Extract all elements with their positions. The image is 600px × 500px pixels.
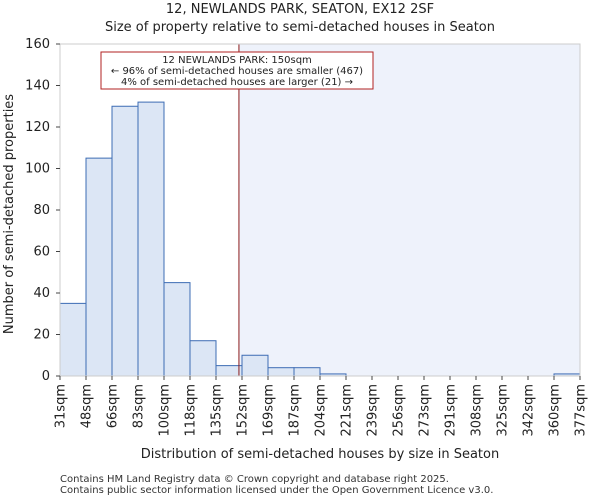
x-tick-label: 342sqm — [522, 384, 537, 437]
x-tick-label: 204sqm — [314, 384, 329, 437]
larger-properties-region — [238, 44, 581, 376]
bar-152sqm — [241, 354, 269, 377]
x-tick-label: 308sqm — [470, 384, 485, 437]
annotation-line-3: 4% of semi-detached houses are larger (2… — [121, 77, 353, 88]
x-tick-label: 239sqm — [366, 384, 381, 437]
y-axis: 0 20 40 60 80 100 120 140 160 — [25, 37, 60, 384]
x-axis: 31sqm 48sqm 66sqm 83sqm 100sqm 118sqm 135sqm 15… — [54, 376, 589, 437]
annotation-box: 12 NEWLANDS PARK: 150sqm ← 96% of semi-d… — [100, 51, 374, 90]
bar-83sqm — [137, 101, 165, 377]
x-tick-label: 31sqm — [54, 384, 69, 428]
y-tick-label: 20 — [33, 328, 50, 343]
x-tick-label: 377sqm — [574, 384, 589, 437]
bar-48sqm — [85, 157, 113, 377]
x-tick-label: 360sqm — [548, 384, 563, 437]
annotation-line-2: ← 96% of semi-detached houses are smalle… — [111, 66, 363, 77]
y-tick-label: 140 — [25, 79, 50, 94]
x-tick-label: 135sqm — [210, 384, 225, 437]
footer-line-1: Contains HM Land Registry data © Crown c… — [60, 474, 449, 485]
y-tick-label: 160 — [25, 37, 50, 52]
y-tick-label: 100 — [25, 162, 50, 177]
y-tick-label: 0 — [42, 369, 50, 384]
x-tick-label: 291sqm — [444, 384, 459, 437]
bar-169sqm — [267, 367, 295, 377]
annotation-line-1: 12 NEWLANDS PARK: 150sqm — [162, 55, 312, 66]
x-tick-label: 100sqm — [158, 384, 173, 437]
x-tick-label: 221sqm — [340, 384, 355, 437]
y-tick-label: 80 — [33, 203, 50, 218]
x-axis-label: Distribution of semi-detached houses by … — [141, 447, 499, 462]
x-tick-label: 118sqm — [184, 384, 199, 437]
annotation-border — [100, 51, 374, 90]
x-tick-label: 273sqm — [418, 384, 433, 437]
bars-group — [59, 101, 581, 377]
bar-31sqm — [59, 302, 87, 377]
x-tick-label: 152sqm — [236, 384, 251, 437]
x-tick-label: 48sqm — [80, 384, 95, 428]
x-tick-label: 66sqm — [106, 384, 121, 428]
y-axis-label: Number of semi-detached properties — [2, 94, 17, 334]
bar-187sqm — [293, 367, 321, 377]
chart-title: 12, NEWLANDS PARK, SEATON, EX12 2SF — [165, 2, 435, 17]
y-tick-label: 60 — [33, 245, 50, 260]
bar-66sqm — [111, 105, 139, 377]
bar-100sqm — [163, 282, 191, 377]
bar-118sqm — [189, 340, 217, 377]
x-tick-label: 325sqm — [496, 384, 511, 437]
x-tick-label: 83sqm — [132, 384, 147, 428]
x-tick-label: 169sqm — [262, 384, 277, 437]
x-tick-label: 256sqm — [392, 384, 407, 437]
chart-subtitle: Size of property relative to semi-detach… — [104, 20, 496, 35]
y-tick-label: 40 — [33, 286, 50, 301]
x-tick-label: 187sqm — [288, 384, 303, 437]
y-tick-label: 120 — [25, 120, 50, 135]
footer-line-2: Contains public sector information licen… — [60, 485, 494, 496]
bar-135sqm — [215, 365, 243, 377]
